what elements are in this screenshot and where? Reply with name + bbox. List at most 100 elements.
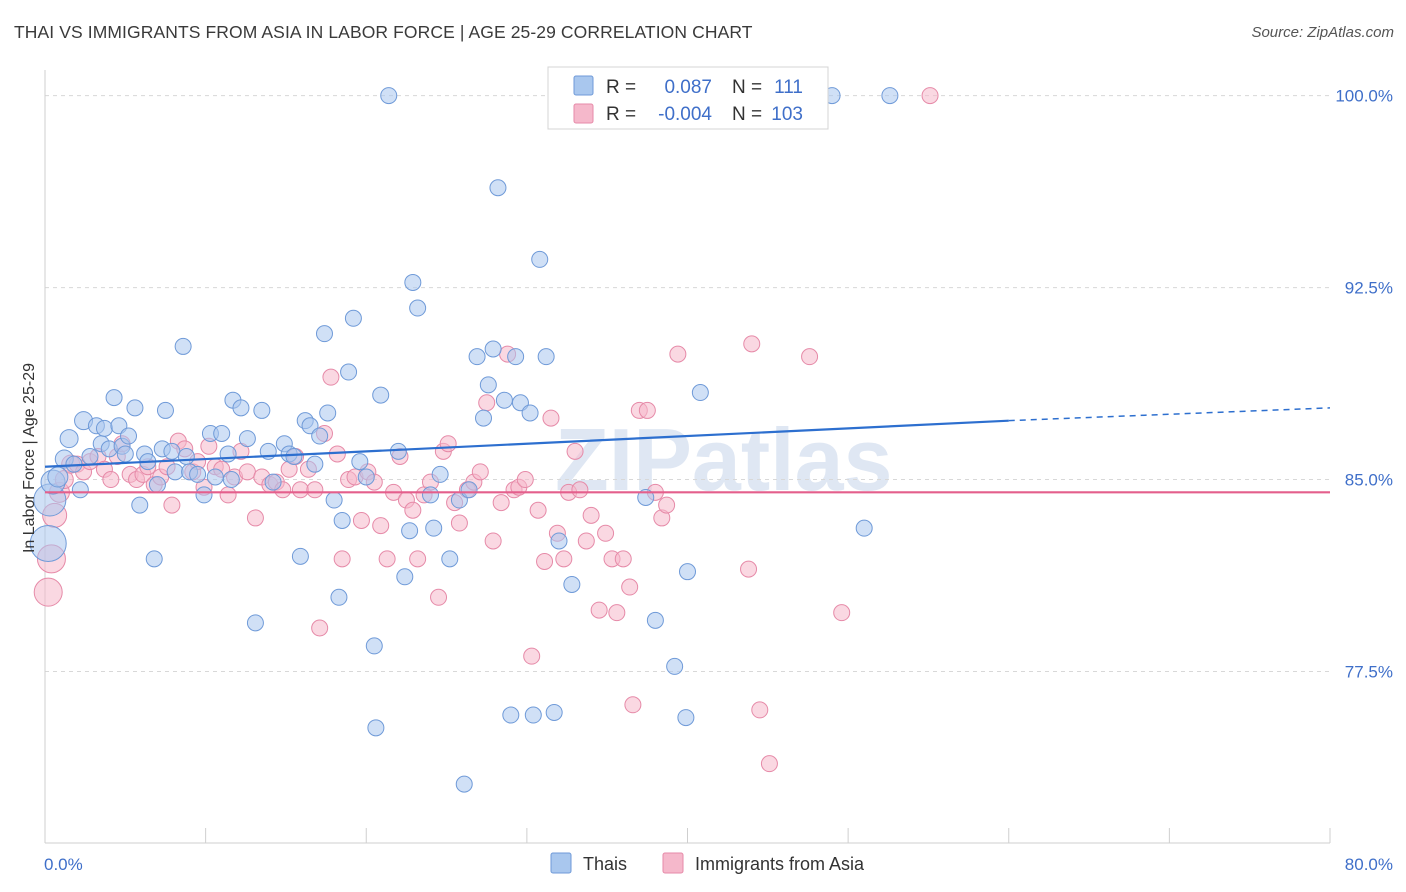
point-immigrants-from-asia [492, 494, 510, 512]
point-thais [404, 273, 422, 291]
point-immigrants-from-asia [638, 401, 656, 419]
point-thais [344, 309, 362, 327]
trend-line-thais-projection [1008, 407, 1331, 422]
point-immigrants-from-asia [219, 486, 237, 504]
point-thais [489, 179, 507, 197]
point-immigrants-from-asia [743, 335, 761, 353]
point-thais [367, 719, 385, 737]
point-thais [156, 401, 174, 419]
legend-r-value-asia: -0.004 [658, 104, 712, 125]
point-thais [431, 465, 449, 483]
point-immigrants-from-asia [529, 501, 547, 519]
point-immigrants-from-asia [409, 550, 427, 568]
point-thais [468, 348, 486, 366]
legend-r-label-thais: R = [606, 77, 636, 98]
point-immigrants-from-asia [597, 524, 615, 542]
point-immigrants-from-asia [566, 442, 584, 460]
point-thais [677, 709, 695, 727]
point-immigrants-from-asia [246, 509, 264, 527]
legend-n-label-asia: N = [732, 104, 762, 125]
y-tick-label: 100.0% [1335, 87, 1393, 106]
x-tick-labels: 0.0% 80.0% [44, 855, 1393, 874]
point-immigrants-from-asia [516, 471, 534, 489]
point-immigrants-from-asia [333, 550, 351, 568]
point-thais [409, 299, 427, 317]
point-immigrants-from-asia [102, 471, 120, 489]
point-thais [116, 445, 134, 463]
y-tick-labels: 77.5% 85.0% 92.5% 100.0% [1335, 87, 1393, 682]
point-immigrants-from-asia [555, 550, 573, 568]
chart-title: THAI VS IMMIGRANTS FROM ASIA IN LABOR FO… [14, 22, 753, 42]
axes [44, 70, 1331, 844]
point-immigrants-from-asia [352, 511, 370, 529]
point-thais [81, 448, 99, 465]
point-thais [545, 703, 563, 721]
point-thais [365, 637, 383, 655]
legend-n-label-thais: N = [732, 77, 762, 98]
point-thais [441, 550, 459, 568]
point-thais [646, 611, 664, 629]
point-thais [246, 614, 264, 632]
point-immigrants-from-asia [760, 755, 778, 773]
legend-swatch-thais [573, 75, 594, 96]
point-immigrants-from-asia [372, 517, 390, 535]
y-axis-title: In Labor Force | Age 25-29 [21, 363, 38, 553]
point-immigrants-from-asia [833, 604, 851, 622]
bottom-legend-swatch-thais [550, 852, 572, 874]
point-thais [126, 399, 144, 417]
y-tick-label: 85.0% [1345, 471, 1393, 490]
point-immigrants-from-asia [311, 619, 329, 637]
point-thais [29, 525, 67, 563]
bottom-legend-swatch-asia [662, 852, 684, 874]
point-immigrants-from-asia [478, 394, 496, 412]
x-tick-label-max: 80.0% [1345, 855, 1393, 874]
point-thais [174, 337, 192, 355]
point-thais [372, 386, 390, 404]
point-thais [325, 491, 343, 509]
point-thais [396, 568, 414, 586]
legend-r-label-asia: R = [606, 104, 636, 125]
point-thais [340, 363, 358, 381]
point-thais [550, 532, 568, 550]
point-immigrants-from-asia [523, 647, 541, 665]
point-immigrants-from-asia [571, 481, 589, 499]
point-thais [315, 325, 333, 343]
point-thais [537, 348, 555, 366]
x-tick-label-min: 0.0% [44, 855, 83, 874]
point-immigrants-from-asia [322, 368, 340, 386]
point-thais [95, 419, 113, 437]
point-thais [484, 340, 502, 358]
point-thais [166, 463, 184, 481]
point-immigrants-from-asia [306, 481, 324, 499]
point-immigrants-from-asia [471, 463, 489, 481]
point-immigrants-from-asia [536, 552, 554, 570]
point-thais [47, 466, 69, 488]
point-immigrants-from-asia [801, 348, 819, 366]
point-thais [189, 465, 207, 483]
point-thais [311, 427, 329, 445]
point-thais [213, 424, 231, 442]
point-thais [495, 391, 513, 409]
point-thais [195, 486, 213, 504]
point-thais [319, 404, 337, 422]
point-immigrants-from-asia [740, 560, 758, 578]
point-thais [507, 348, 525, 366]
point-immigrants-from-asia [624, 696, 642, 714]
legend-r-value-thais: 0.087 [664, 77, 712, 98]
point-thais [389, 442, 407, 460]
point-thais [380, 87, 398, 105]
point-immigrants-from-asia [291, 481, 309, 499]
point-thais [637, 488, 655, 506]
trend-lines [44, 407, 1331, 494]
bottom-legend-label-asia: Immigrants from Asia [695, 854, 865, 874]
point-immigrants-from-asia [378, 550, 396, 568]
point-thais [222, 471, 240, 489]
point-immigrants-from-asia [484, 532, 502, 550]
point-thais [425, 519, 443, 537]
point-thais [163, 442, 181, 460]
point-thais [351, 453, 369, 471]
point-immigrants-from-asia [921, 87, 939, 105]
stats-legend-box [547, 66, 829, 130]
point-thais [232, 399, 250, 417]
point-thais [563, 575, 581, 593]
